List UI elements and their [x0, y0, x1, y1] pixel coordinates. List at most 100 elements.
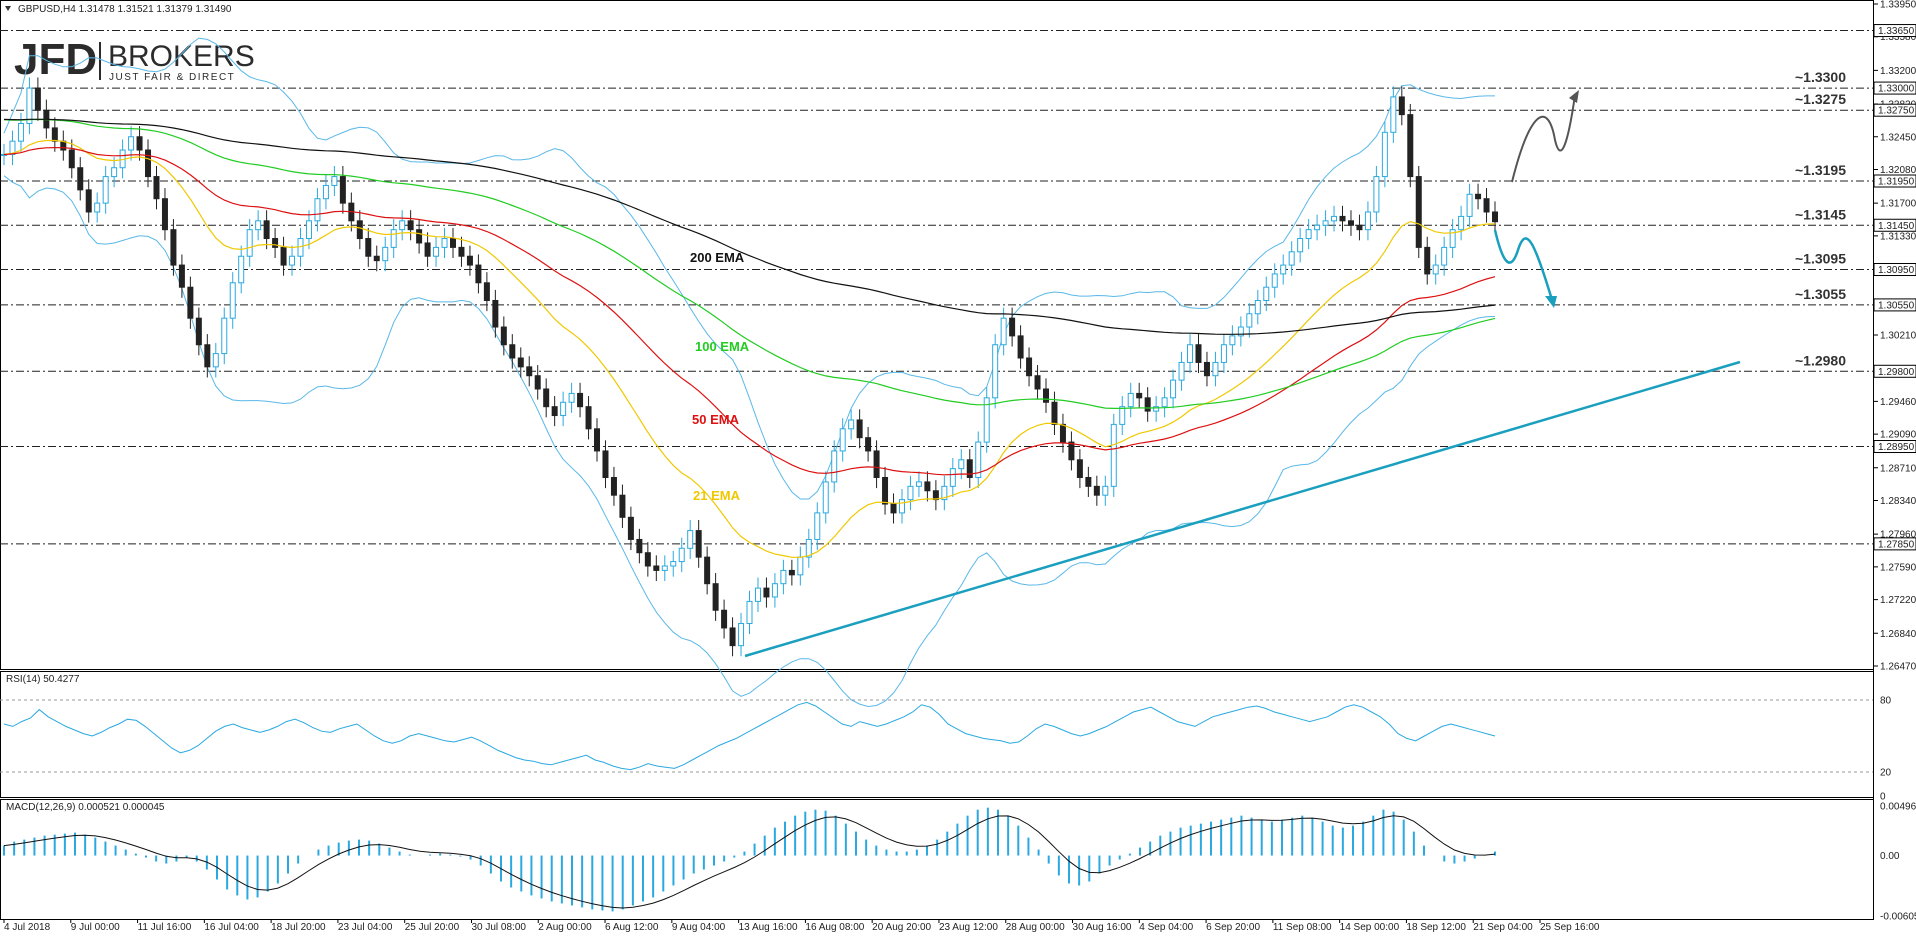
- candle-body: [492, 299, 499, 328]
- candle-body: [1458, 215, 1465, 231]
- price-tick-label: 1.33950: [1880, 0, 1916, 11]
- candle-body: [670, 561, 677, 567]
- dropdown-triangle-icon[interactable]: [5, 6, 11, 11]
- candle-body: [280, 246, 287, 266]
- candle-body: [687, 530, 694, 549]
- candle-body: [907, 485, 914, 501]
- level-tag-label: 1.31950: [1878, 177, 1915, 188]
- date-tick-label: 20 Aug 20:00: [872, 922, 931, 933]
- level-tag-label: 1.32750: [1878, 106, 1915, 117]
- level-tag: [1873, 81, 1916, 95]
- candle-body: [1237, 326, 1244, 337]
- candle-body: [619, 494, 626, 518]
- candle-body: [1059, 423, 1066, 443]
- candle-body: [678, 547, 685, 563]
- price-pane-frame: [0, 0, 1874, 670]
- candle-body: [272, 238, 279, 248]
- candle-body: [195, 317, 202, 346]
- ema-100-line: [3, 118, 1496, 409]
- ema-label: 100 EMA: [695, 339, 750, 354]
- level-tag: [1873, 440, 1916, 454]
- candle-body: [1466, 193, 1473, 217]
- candle-body: [153, 176, 160, 200]
- candle-body: [305, 220, 312, 240]
- candle-body: [483, 282, 490, 301]
- date-tick-label: 16 Jul 04:00: [204, 922, 259, 933]
- candle-body: [204, 344, 211, 368]
- candle-body: [1136, 392, 1143, 399]
- level-tag-label: 1.30950: [1878, 265, 1915, 276]
- date-tick-label: 23 Aug 12:00: [939, 922, 998, 933]
- level-annotation: ~1.3145: [1795, 206, 1846, 222]
- level-tag: [1873, 537, 1916, 551]
- candle-body: [1322, 220, 1329, 226]
- candle-body: [314, 198, 321, 222]
- price-tick-label: 1.26840: [1880, 629, 1916, 640]
- candle-body: [238, 255, 245, 284]
- candle-body: [1026, 357, 1033, 377]
- level-annotation: ~1.3275: [1795, 91, 1846, 107]
- candle-body: [1424, 246, 1431, 275]
- candle-body: [1280, 264, 1287, 275]
- date-tick-label: 25 Jul 20:00: [405, 922, 460, 933]
- level-tag: [1873, 103, 1916, 117]
- candle-body: [390, 229, 397, 248]
- level-annotation: ~1.3300: [1795, 69, 1846, 85]
- price-tick-label: 1.29460: [1880, 397, 1916, 408]
- candle-body: [1331, 215, 1338, 222]
- candle-body: [178, 264, 185, 288]
- candle-body: [983, 397, 990, 443]
- candle-body: [585, 406, 592, 430]
- candle-body: [1220, 344, 1227, 363]
- candle-body: [602, 450, 609, 478]
- candle-body: [111, 167, 118, 178]
- candle-body: [1051, 401, 1058, 425]
- candle-body: [1381, 131, 1388, 178]
- candle-body: [932, 490, 939, 501]
- candle-body: [526, 366, 533, 377]
- level-tag-label: 1.28950: [1878, 442, 1915, 453]
- candle-body: [653, 565, 660, 571]
- price-tick-label: 1.32080: [1880, 165, 1916, 176]
- candle-body: [1356, 224, 1363, 231]
- candle-body: [898, 499, 905, 514]
- candle-body: [873, 450, 880, 478]
- candle-body: [941, 485, 948, 501]
- candle-body: [610, 476, 617, 496]
- candle-body: [1127, 392, 1134, 408]
- candle-body: [721, 609, 728, 629]
- candle-body: [1297, 238, 1304, 253]
- candle-body: [797, 556, 804, 576]
- candle-body: [780, 569, 787, 585]
- candle-body: [1161, 397, 1168, 408]
- rsi-tick-label: 20: [1880, 768, 1892, 779]
- level-tag-label: 1.33650: [1878, 26, 1915, 37]
- candle-body: [771, 583, 778, 598]
- candle-body: [1102, 485, 1109, 496]
- candle-body: [1178, 361, 1185, 381]
- candle-body: [543, 388, 550, 408]
- level-tag-label: 1.27850: [1878, 539, 1915, 550]
- date-tick-label: 11 Sep 08:00: [1273, 922, 1332, 933]
- logo-tagline: JUST FAIR & DIRECT: [109, 72, 235, 83]
- date-tick-label: 4 Jul 2018: [4, 922, 51, 933]
- candle-body: [1492, 211, 1498, 223]
- candle-body: [1170, 379, 1177, 399]
- candle-body: [1398, 96, 1405, 116]
- candle-body: [1407, 114, 1414, 178]
- level-tag-label: 1.33000: [1878, 84, 1915, 95]
- candle-body: [738, 623, 745, 647]
- candle-body: [128, 136, 135, 151]
- level-tag: [1873, 263, 1916, 277]
- candle-body: [416, 229, 423, 244]
- candle-body: [882, 476, 889, 505]
- candle-body: [407, 220, 414, 231]
- candle-body: [1119, 406, 1126, 425]
- candle-body: [594, 428, 601, 452]
- ema-21-line: [3, 139, 1496, 558]
- date-tick-label: 25 Sep 16:00: [1540, 922, 1600, 933]
- level-tag: [1873, 24, 1916, 38]
- candle-body: [500, 326, 507, 346]
- candle-body: [1093, 485, 1100, 496]
